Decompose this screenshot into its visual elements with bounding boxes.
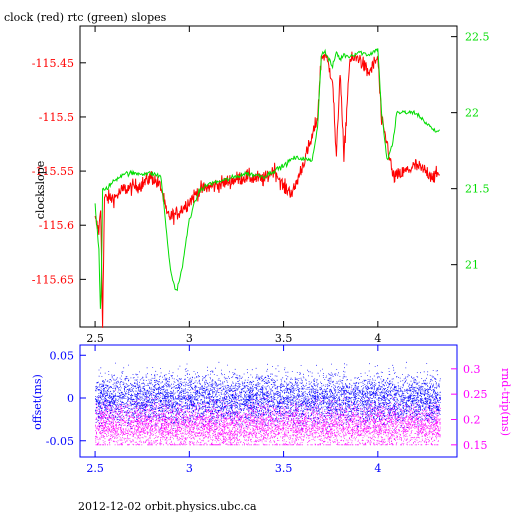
bottom-plot: 2.5 3 3.5 4 0.05 0 -0.05 0.3 0.25 0.2 0.15 offse… bbox=[31, 344, 512, 475]
bottom-offset-series bbox=[95, 361, 441, 437]
y-tick-label: -115.6 bbox=[39, 219, 74, 232]
offset-points bbox=[95, 361, 441, 437]
top-rtc-series bbox=[94, 48, 441, 309]
top-plot-frame bbox=[79, 25, 458, 328]
clock-line bbox=[94, 51, 440, 328]
y2-tick-label: 0.25 bbox=[463, 388, 488, 401]
top-plot: 2.5 3 3.5 4 -115.45-115.5-115.55-115.6-115.… bbox=[32, 25, 490, 345]
x-tick-label: 3.5 bbox=[275, 332, 293, 345]
y2-tick-label: 0.2 bbox=[463, 413, 481, 426]
y-tick-label: 0 bbox=[67, 392, 74, 405]
y2-tick-label: 22 bbox=[465, 107, 479, 120]
x-tick-label: 3 bbox=[186, 462, 193, 475]
bottom-rndtrip-series bbox=[95, 388, 441, 446]
bottom-plot-frame bbox=[79, 344, 458, 458]
top-y-axis-label: clockslope bbox=[34, 161, 47, 219]
y2-tick-label: 0.3 bbox=[463, 363, 481, 376]
y2-tick-label: 21.5 bbox=[465, 183, 490, 196]
y2-tick-label: 21 bbox=[465, 259, 479, 272]
y-tick-label: -115.5 bbox=[39, 111, 74, 124]
y-tick-label: -115.45 bbox=[32, 57, 74, 70]
y-tick-label: -115.65 bbox=[32, 273, 74, 286]
y-tick-label: -115.55 bbox=[32, 165, 74, 178]
y-tick-label: -0.05 bbox=[46, 435, 74, 448]
x-tick-label: 2.5 bbox=[86, 332, 104, 345]
chart-title: clock (red) rtc (green) slopes bbox=[4, 11, 167, 24]
x-tick-label: 3 bbox=[186, 332, 193, 345]
y2-tick-label: 22.5 bbox=[465, 31, 490, 44]
x-tick-label: 3.5 bbox=[275, 462, 293, 475]
bottom-x-ticks: 2.5 3 3.5 4 bbox=[86, 345, 381, 475]
x-tick-label: 4 bbox=[374, 332, 381, 345]
top-x-ticks: 2.5 3 3.5 4 bbox=[86, 26, 381, 345]
x-tick-label: 2.5 bbox=[86, 462, 104, 475]
bottom-y-axis-label: offset(ms) bbox=[31, 374, 44, 430]
x-tick-label: 4 bbox=[374, 462, 381, 475]
bottom-y2-ticks: 0.3 0.25 0.2 0.15 bbox=[451, 363, 488, 452]
rtc-line bbox=[94, 48, 441, 309]
top-y-ticks: -115.45 -115.5 -115.55 -115.6 -115.65 bbox=[32, 57, 86, 286]
top-y2-ticks: 22.5 22 21.5 21 bbox=[451, 31, 490, 272]
footer-text: 2012-12-02 orbit.physics.ubc.ca bbox=[78, 500, 257, 512]
bottom-y-ticks: 0.05 0 -0.05 bbox=[46, 349, 86, 448]
y-tick-label: 0.05 bbox=[50, 349, 75, 362]
rndtrip-points bbox=[95, 388, 441, 446]
y2-tick-label: 0.15 bbox=[463, 439, 488, 452]
top-clock-series bbox=[94, 51, 440, 328]
bottom-y2-axis-label: rnd-trip(ms) bbox=[499, 368, 512, 436]
